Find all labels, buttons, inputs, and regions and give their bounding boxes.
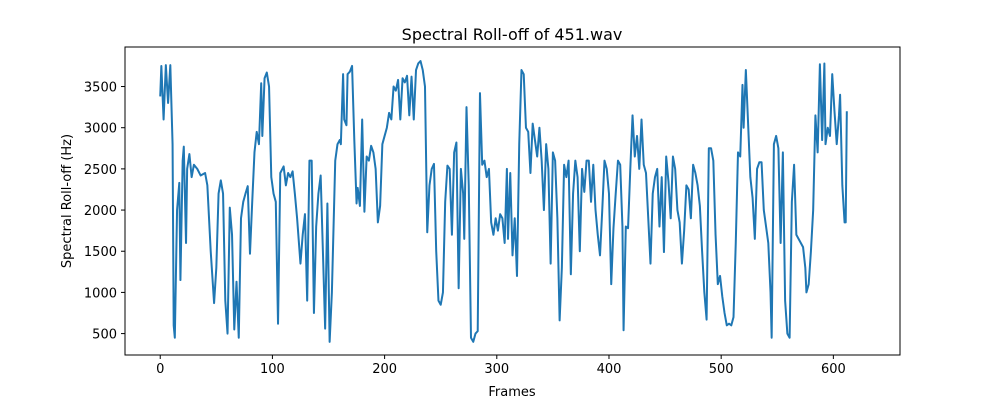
x-tick-label: 0 xyxy=(156,362,164,377)
plot-frame xyxy=(124,46,901,356)
x-tick-label: 500 xyxy=(709,362,734,377)
data-line xyxy=(159,60,848,343)
x-tick-label: 100 xyxy=(260,362,285,377)
x-axis-label: Frames xyxy=(488,385,536,400)
x-tick-label: 300 xyxy=(484,362,509,377)
y-tick-label: 2500 xyxy=(84,163,117,178)
y-tick-label: 3500 xyxy=(84,81,117,96)
x-tick-label: 600 xyxy=(821,362,846,377)
y-axis-label: Spectral Roll-off (Hz) xyxy=(60,134,75,268)
x-tick-label: 200 xyxy=(372,362,397,377)
chart-title: Spectral Roll-off of 451.wav xyxy=(402,25,623,44)
y-tick-label: 1500 xyxy=(84,245,117,260)
y-tick-label: 3000 xyxy=(84,122,117,137)
x-tick-label: 400 xyxy=(597,362,622,377)
y-tick-label: 2000 xyxy=(84,204,117,219)
y-tick-label: 1000 xyxy=(84,286,117,301)
y-tick-label: 500 xyxy=(92,328,117,343)
